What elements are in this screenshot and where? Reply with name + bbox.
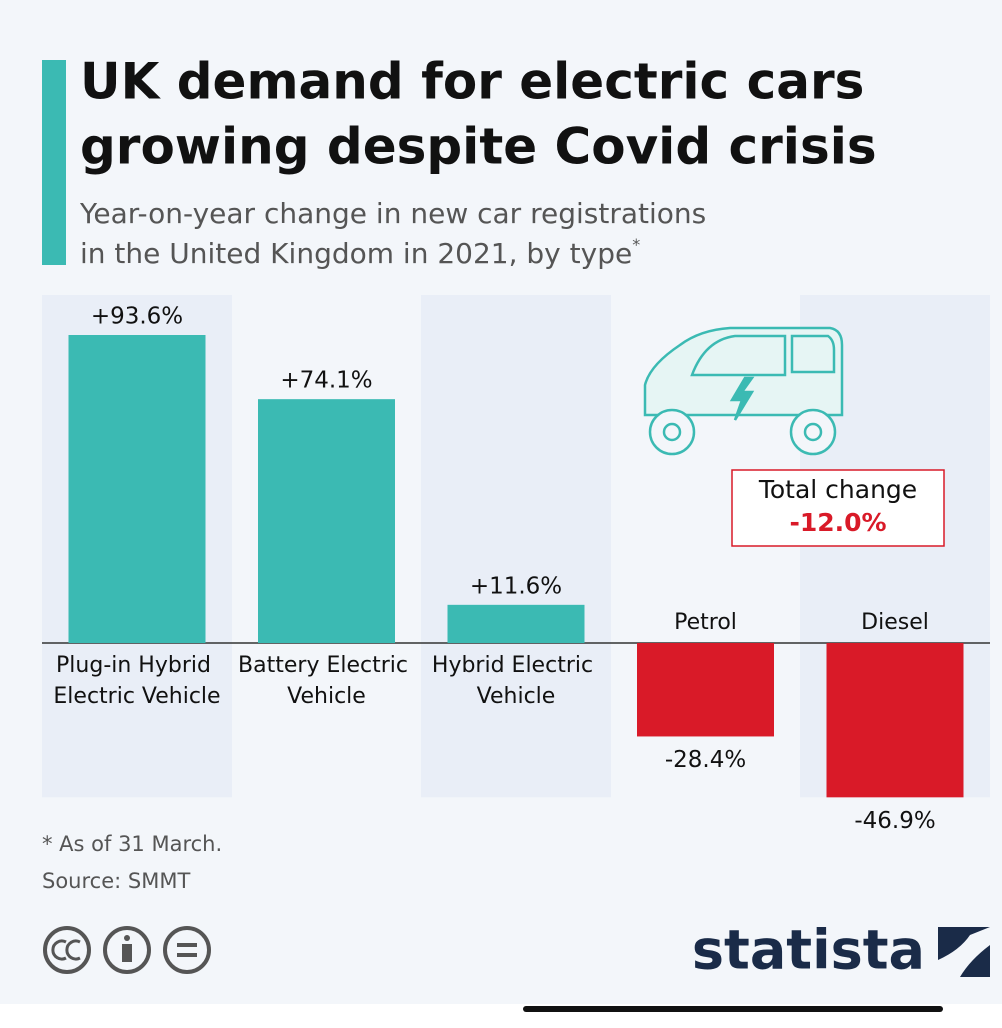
category-label: Plug-in Hybrid Electric Vehicle xyxy=(53,653,220,709)
column-background xyxy=(421,295,611,798)
brand: statista xyxy=(692,919,925,982)
bar xyxy=(447,604,585,643)
value-label: +11.6% xyxy=(470,573,562,599)
value-label: -46.9% xyxy=(854,808,935,834)
brand-mark xyxy=(938,927,990,977)
bar xyxy=(637,643,774,737)
chart-title: UK demand for electric cars xyxy=(80,53,864,111)
hub xyxy=(662,422,682,442)
category-label: Diesel xyxy=(861,610,929,635)
cc-icon xyxy=(43,926,91,974)
car-icon xyxy=(643,326,844,456)
annotation-label: Total change xyxy=(758,475,917,504)
nd-icon xyxy=(163,926,211,974)
chart-subtitle: Year-on-year change in new car registrat… xyxy=(79,197,706,230)
license-icons xyxy=(43,926,211,974)
wheel xyxy=(789,408,837,456)
source: Source: SMMT xyxy=(42,869,190,893)
hub xyxy=(803,422,823,442)
chart-subtitle: in the United Kingdom in 2021, by type* xyxy=(80,235,640,271)
value-label: +93.6% xyxy=(91,304,183,330)
value-label: +74.1% xyxy=(280,368,372,394)
category-label: Petrol xyxy=(674,610,737,635)
bolt xyxy=(729,376,755,421)
bar xyxy=(826,643,964,798)
by-glyph xyxy=(122,944,132,962)
annotation-value: -12.0% xyxy=(789,508,886,537)
home-indicator xyxy=(523,1006,943,1012)
title-accent xyxy=(42,60,66,265)
nd-glyph xyxy=(177,943,197,957)
value-label: -28.4% xyxy=(665,747,746,773)
annotation-box xyxy=(731,469,945,547)
category-label: Hybrid Electric Vehicle xyxy=(432,653,600,709)
subtitle-line: in the United Kingdom in 2021, by type xyxy=(80,237,632,270)
car-window xyxy=(790,334,836,374)
by-icon xyxy=(103,926,151,974)
bar xyxy=(68,335,206,643)
by-glyph xyxy=(124,935,130,941)
bars: +93.6% Plug-in Hybrid Electric Vehicle +74… xyxy=(42,304,990,834)
car-window xyxy=(690,334,787,377)
subtitle-mark: * xyxy=(632,235,640,254)
category-label: Battery Electric Vehicle xyxy=(238,653,415,709)
wheel xyxy=(648,408,696,456)
chart-title: growing despite Covid crisis xyxy=(80,118,877,176)
bar xyxy=(258,399,395,643)
cc-glyph xyxy=(51,939,81,961)
footnote: * As of 31 March. xyxy=(42,832,222,856)
brand-swoosh xyxy=(938,927,990,977)
